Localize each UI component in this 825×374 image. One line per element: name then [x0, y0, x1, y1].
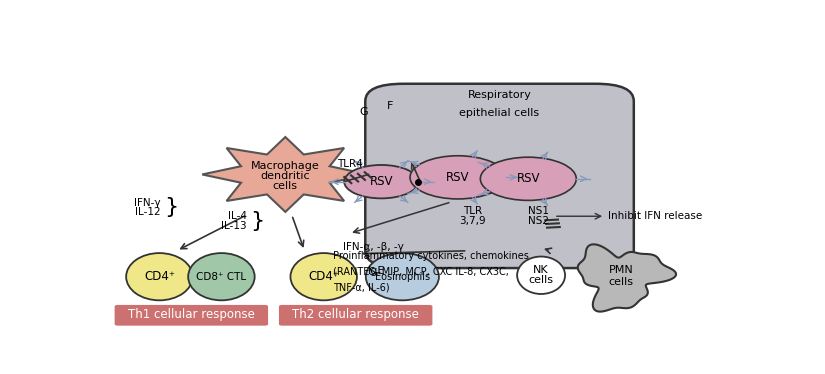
Text: Eosinophils: Eosinophils — [375, 272, 430, 282]
Text: (RANTES, MIP, MCP, CXC IL-8, CX3C,: (RANTES, MIP, MCP, CXC IL-8, CX3C, — [333, 267, 509, 277]
Ellipse shape — [290, 253, 357, 300]
Text: IL-13: IL-13 — [221, 221, 247, 231]
Polygon shape — [578, 244, 676, 312]
Text: RSV: RSV — [370, 175, 393, 188]
Ellipse shape — [365, 253, 439, 300]
Text: CD8⁺ CTL: CD8⁺ CTL — [196, 272, 247, 282]
Text: TLR4: TLR4 — [337, 159, 363, 169]
Text: }: } — [250, 211, 264, 232]
Text: Th2 cellular response: Th2 cellular response — [292, 308, 419, 321]
Circle shape — [344, 165, 418, 198]
Text: epithelial cells: epithelial cells — [460, 108, 540, 118]
Text: Inhibit IFN release: Inhibit IFN release — [608, 211, 702, 221]
Text: cells: cells — [529, 275, 554, 285]
Text: IL-4: IL-4 — [228, 211, 247, 221]
Text: RSV: RSV — [516, 172, 540, 185]
Text: NS1: NS1 — [528, 206, 549, 216]
Text: PMN: PMN — [609, 266, 634, 275]
Text: TLR: TLR — [463, 206, 483, 216]
FancyBboxPatch shape — [365, 84, 634, 268]
Circle shape — [480, 157, 576, 200]
Text: IFN-γ: IFN-γ — [134, 198, 161, 208]
Text: Macrophage: Macrophage — [251, 161, 320, 171]
Text: NK: NK — [533, 264, 549, 275]
Text: NS2: NS2 — [528, 216, 549, 226]
Text: Respiratory: Respiratory — [468, 90, 531, 99]
Polygon shape — [202, 137, 369, 212]
Text: G: G — [360, 107, 368, 117]
FancyBboxPatch shape — [115, 305, 268, 326]
Text: IL-12: IL-12 — [135, 207, 161, 217]
Text: CD4⁺: CD4⁺ — [144, 270, 175, 283]
Ellipse shape — [517, 257, 565, 294]
Circle shape — [410, 156, 506, 199]
Ellipse shape — [188, 253, 255, 300]
Text: Th1 cellular response: Th1 cellular response — [128, 308, 255, 321]
Text: CD4⁺: CD4⁺ — [309, 270, 339, 283]
Ellipse shape — [126, 253, 193, 300]
Text: }: } — [164, 197, 178, 217]
Text: RSV: RSV — [446, 171, 469, 184]
Text: IFN-α, -β, -γ: IFN-α, -β, -γ — [343, 242, 403, 252]
Text: TNF-α, IL-6): TNF-α, IL-6) — [333, 282, 390, 292]
Text: F: F — [386, 101, 393, 111]
Text: 3,7,9: 3,7,9 — [460, 216, 486, 226]
Text: IgE: IgE — [368, 266, 385, 276]
Text: dendritic: dendritic — [261, 171, 310, 181]
Text: Proinflammatory cytokines, chemokines: Proinflammatory cytokines, chemokines — [333, 251, 529, 261]
Text: cells: cells — [273, 181, 298, 191]
FancyBboxPatch shape — [279, 305, 432, 326]
Text: cells: cells — [609, 277, 634, 287]
